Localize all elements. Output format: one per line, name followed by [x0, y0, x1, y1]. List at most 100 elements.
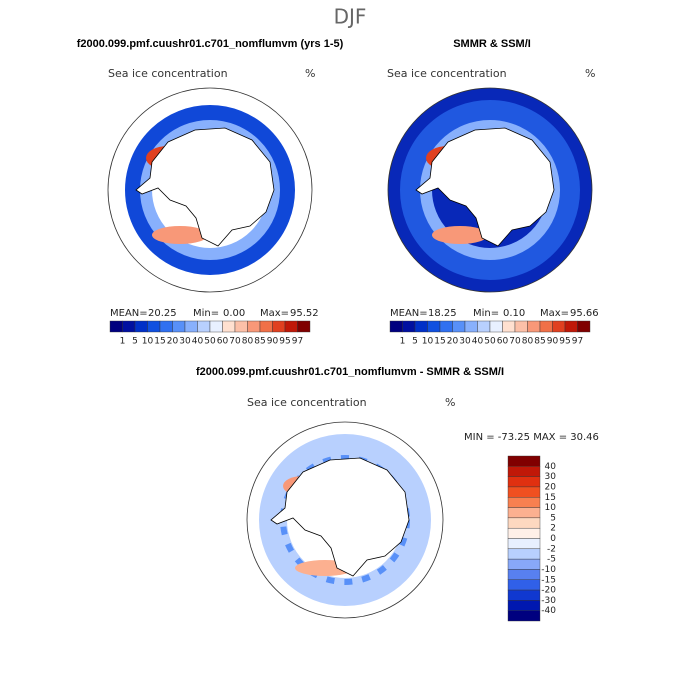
panel-unit: %	[305, 67, 315, 80]
panel-label: Sea ice concentration	[247, 396, 367, 409]
colorbar-box	[507, 600, 541, 611]
panel-header: SMMR & SSM/I	[453, 38, 531, 50]
colorbar-box	[507, 610, 541, 622]
map	[107, 87, 313, 293]
colorbar-box	[507, 476, 541, 488]
colorbar-box	[507, 579, 541, 591]
colorbar-label: 1	[120, 337, 126, 347]
colorbar-label: 15	[154, 337, 165, 347]
colorbar-box	[507, 558, 541, 570]
colorbar-label: 5	[550, 513, 556, 523]
colorbar-box	[507, 538, 541, 550]
colorbar-box	[272, 320, 286, 333]
colorbar-label: 95	[279, 337, 290, 347]
colorbar-box	[389, 320, 403, 333]
colorbar-label: 40	[545, 462, 557, 472]
panel-stat: MEAN=	[390, 308, 428, 319]
panel-stat: Max=	[260, 308, 289, 319]
colorbar-label: 70	[509, 337, 521, 347]
colorbar-label: 5	[132, 337, 138, 347]
panel-stat: Min=	[473, 308, 499, 319]
panel-stat: 0.00	[223, 308, 245, 319]
colorbar-label: 70	[229, 337, 241, 347]
colorbar-box	[564, 320, 578, 333]
colorbar-label: 10	[545, 503, 557, 513]
colorbar-box	[514, 320, 528, 333]
colorbar-box	[234, 320, 248, 333]
colorbar-label: 5	[412, 337, 418, 347]
panel-unit: %	[585, 67, 595, 80]
panel-unit: %	[445, 396, 455, 409]
colorbar-box	[507, 527, 541, 539]
colorbar-box	[427, 320, 441, 333]
colorbar-label: 50	[484, 337, 496, 347]
colorbar-box	[402, 320, 416, 333]
panel-label: Sea ice concentration	[387, 67, 507, 80]
colorbar-label: 95	[559, 337, 570, 347]
colorbar-box	[577, 320, 591, 333]
panel-stat: 0.10	[503, 308, 525, 319]
colorbar-label: 60	[217, 337, 229, 347]
colorbar-box	[489, 320, 503, 333]
colorbar-box	[284, 320, 298, 333]
colorbar-label: 20	[167, 337, 179, 347]
colorbar-label: -5	[547, 555, 556, 565]
ice-ring	[400, 100, 580, 280]
colorbar-label: 40	[192, 337, 204, 347]
colorbar-label: -10	[541, 565, 556, 575]
colorbar-label: -30	[541, 596, 556, 606]
panel-stat: 18.25	[428, 308, 457, 319]
colorbar-box	[507, 589, 541, 601]
colorbar-label: 20	[447, 337, 459, 347]
colorbar-label: 15	[545, 493, 556, 503]
colorbar-box	[527, 320, 541, 333]
colorbar-box	[464, 320, 478, 333]
colorbar-label: -20	[541, 586, 556, 596]
colorbar-box	[247, 320, 261, 333]
ice-patch	[152, 226, 208, 244]
colorbar-box	[439, 320, 453, 333]
colorbar-label: 85	[534, 337, 545, 347]
panel-label: Sea ice concentration	[108, 67, 228, 80]
colorbar-box	[122, 320, 136, 333]
colorbar-label: 90	[267, 337, 279, 347]
colorbar-box	[259, 320, 273, 333]
colorbar-box	[507, 507, 541, 519]
panel-stats: MIN = -73.25 MAX = 30.46	[464, 432, 599, 443]
colorbar-label: -40	[541, 606, 556, 616]
panel-stat: 20.25	[148, 308, 177, 319]
colorbar-box	[184, 320, 198, 333]
colorbar-label: 40	[472, 337, 484, 347]
colorbar-label: 97	[572, 337, 583, 347]
colorbar-label: 2	[550, 524, 556, 534]
panel-stat: 95.66	[570, 308, 599, 319]
colorbar-box	[507, 548, 541, 560]
colorbar-label: 80	[522, 337, 534, 347]
colorbar-label: 30	[179, 337, 191, 347]
panel-header: f2000.099.pmf.cuushr01.c701_nomflumvm - …	[196, 366, 504, 378]
colorbar-box	[209, 320, 223, 333]
colorbar-box	[297, 320, 311, 333]
colorbar-box	[507, 466, 541, 477]
colorbar-label: -2	[547, 544, 556, 554]
colorbar-box	[477, 320, 491, 333]
colorbar-box	[452, 320, 466, 333]
colorbar-label: 20	[545, 482, 557, 492]
colorbar-label: 15	[434, 337, 445, 347]
colorbar-label: 85	[254, 337, 265, 347]
colorbar-box	[507, 497, 541, 508]
colorbar-box	[222, 320, 236, 333]
figure-title: DJF	[334, 5, 367, 29]
colorbar-box	[507, 569, 541, 580]
colorbar-label: 0	[550, 534, 556, 544]
colorbar-box	[539, 320, 553, 333]
colorbar-label: 80	[242, 337, 254, 347]
panel-stat: 95.52	[290, 308, 319, 319]
panel-header: f2000.099.pmf.cuushr01.c701_nomflumvm (y…	[77, 38, 344, 50]
colorbar-box	[507, 455, 541, 467]
panel-stat: Max=	[540, 308, 569, 319]
colorbar-label: 90	[547, 337, 559, 347]
panel-stat: MEAN=	[110, 308, 148, 319]
map	[246, 421, 444, 619]
